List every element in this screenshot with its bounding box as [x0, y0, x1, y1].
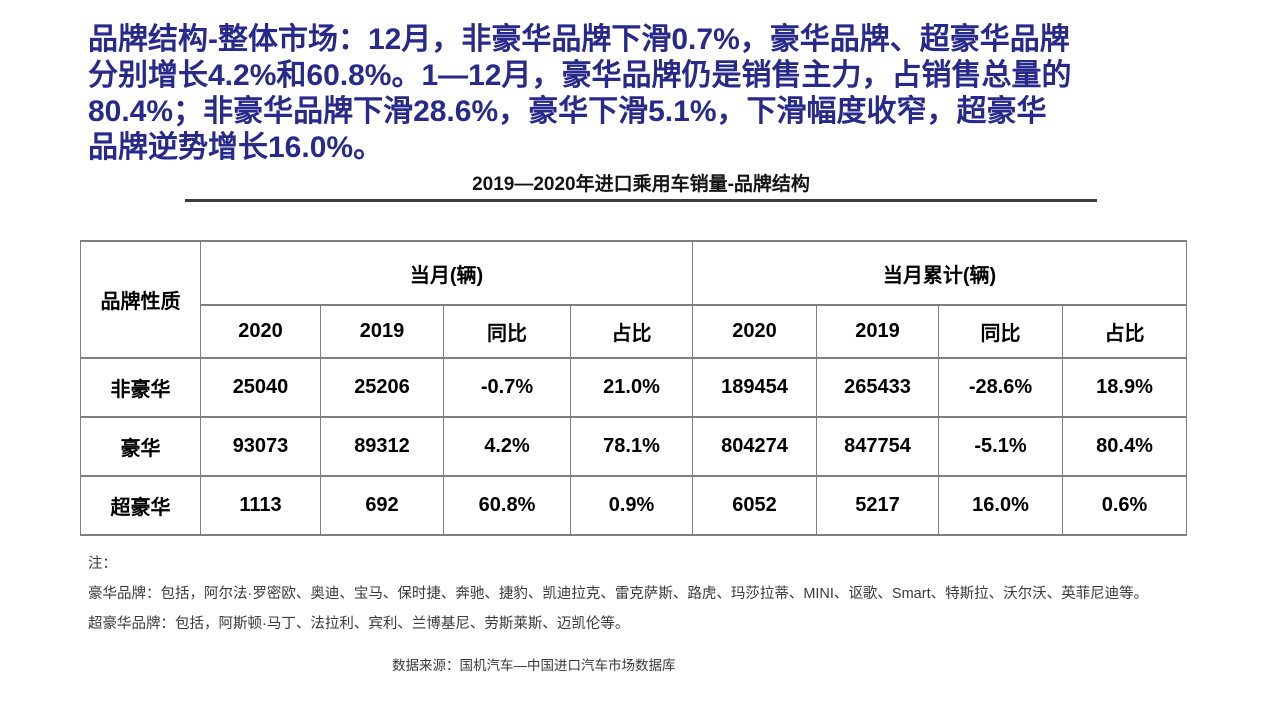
cell-month-yoy: 60.8% [443, 475, 571, 536]
subheader-month-2019: 2019 [320, 304, 444, 359]
cell-cum-share: 80.4% [1062, 416, 1188, 477]
table-row-non-luxury: 非豪华 25040 25206 -0.7% 21.0% 189454 26543… [80, 357, 1188, 418]
cell-cum-2020: 189454 [692, 357, 818, 418]
headline-line-2: 分别增长4.2%和60.8%。1—12月，豪华品牌仍是销售主力，占销售总量的 [88, 59, 1072, 92]
cell-month-2020: 93073 [200, 416, 321, 477]
cell-month-2020: 1113 [200, 475, 321, 536]
title-underline-rule [185, 199, 1097, 202]
data-source: 数据来源：国机汽车—中国进口汽车市场数据库 [392, 658, 676, 673]
cell-cum-yoy: -28.6% [938, 357, 1064, 418]
footnote-super-luxury-brands: 超豪华品牌：包括，阿斯顿·马丁、法拉利、宾利、兰博基尼、劳斯莱斯、迈凯伦等。 [88, 616, 630, 632]
headline-line-3: 80.4%；非豪华品牌下滑28.6%，豪华下滑5.1%，下滑幅度收窄，超豪华 [88, 95, 1047, 128]
subheader-month-2020: 2020 [200, 304, 321, 359]
header-brand-type: 品牌性质 [80, 240, 201, 359]
subheader-month-yoy: 同比 [443, 304, 571, 359]
subheader-cum-yoy: 同比 [938, 304, 1064, 359]
footnote-luxury-brands: 豪华品牌：包括，阿尔法·罗密欧、奥迪、宝马、保时捷、奔驰、捷豹、凯迪拉克、雷克萨… [88, 586, 1149, 602]
cell-cum-2020: 6052 [692, 475, 818, 536]
subheader-cum-share: 占比 [1062, 304, 1188, 359]
row-label: 非豪华 [80, 357, 201, 418]
cell-month-2019: 25206 [320, 357, 444, 418]
cell-cum-2019: 847754 [816, 416, 940, 477]
cell-cum-yoy: 16.0% [938, 475, 1064, 536]
cell-month-share: 21.0% [569, 357, 694, 418]
cell-cum-2020: 804274 [692, 416, 818, 477]
headline-line-1: 品牌结构-整体市场：12月，非豪华品牌下滑0.7%，豪华品牌、超豪华品牌 [88, 23, 1070, 56]
table-row-super-luxury: 超豪华 1113 692 60.8% 0.9% 6052 5217 16.0% … [80, 475, 1188, 536]
cell-month-yoy: 4.2% [443, 416, 571, 477]
slide-headline: 品牌结构-整体市场：12月，非豪华品牌下滑0.7%，豪华品牌、超豪华品牌 分别增… [88, 22, 1204, 166]
table-title: 2019—2020年进口乘用车销量-品牌结构 [472, 174, 810, 195]
cell-cum-2019: 265433 [816, 357, 940, 418]
cell-month-share: 0.9% [569, 475, 694, 536]
header-cumulative: 当月累计(辆) [692, 240, 1188, 306]
cell-month-2019: 692 [320, 475, 444, 536]
table-row-luxury: 豪华 93073 89312 4.2% 78.1% 804274 847754 … [80, 416, 1188, 477]
cell-month-2019: 89312 [320, 416, 444, 477]
cell-month-yoy: -0.7% [443, 357, 571, 418]
cell-cum-share: 0.6% [1062, 475, 1188, 536]
cell-month-2020: 25040 [200, 357, 321, 418]
cell-month-share: 78.1% [569, 416, 694, 477]
subheader-cum-2020: 2020 [692, 304, 818, 359]
footnote-label: 注： [88, 556, 117, 572]
sales-by-brand-table: 品牌性质 当月(辆) 当月累计(辆) 2020 2019 同比 占比 2020 … [80, 240, 1188, 536]
cell-cum-share: 18.9% [1062, 357, 1188, 418]
row-label: 豪华 [80, 416, 201, 477]
headline-line-4: 品牌逆势增长16.0%。 [88, 131, 384, 164]
header-current-month: 当月(辆) [199, 240, 694, 306]
cell-cum-2019: 5217 [816, 475, 940, 536]
row-label: 超豪华 [80, 475, 201, 536]
cell-cum-yoy: -5.1% [938, 416, 1064, 477]
footnotes: 注： 豪华品牌：包括，阿尔法·罗密欧、奥迪、宝马、保时捷、奔驰、捷豹、凯迪拉克、… [88, 549, 1268, 639]
subheader-cum-2019: 2019 [816, 304, 940, 359]
subheader-month-share: 占比 [569, 304, 694, 359]
